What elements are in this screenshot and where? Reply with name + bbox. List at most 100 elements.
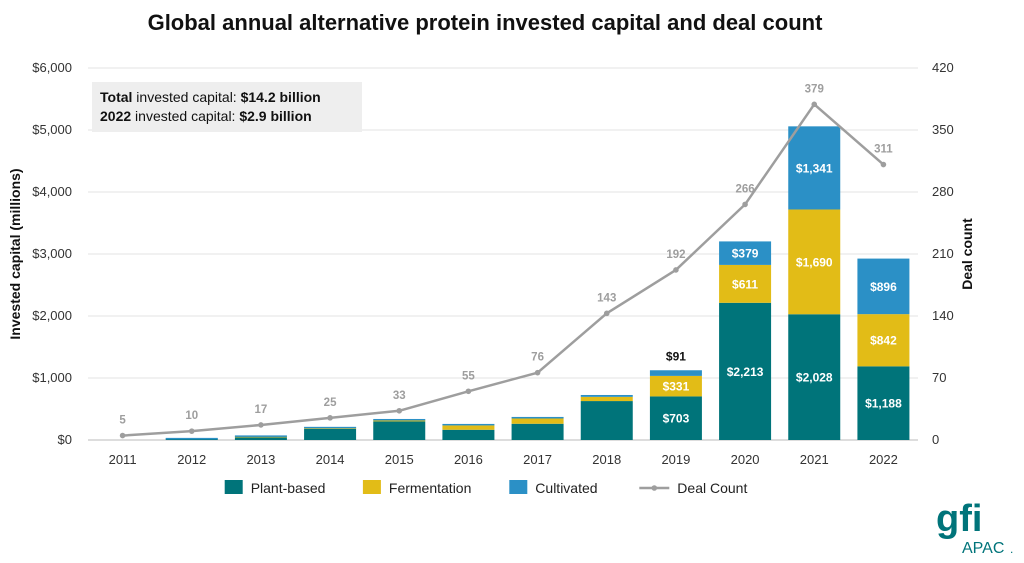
x-tick-label: 2019: [661, 452, 690, 467]
kpi-box: Total invested capital: $14.2 billion 20…: [92, 82, 362, 132]
x-tick-label: 2013: [246, 452, 275, 467]
deal-count-point: [327, 415, 333, 421]
bar-fermentation: [580, 396, 633, 402]
bar-plant-based: [304, 428, 357, 440]
y-tick-label: $2,000: [32, 308, 72, 323]
x-tick-label: 2011: [109, 452, 137, 467]
bar-plant-based: [580, 401, 633, 440]
bar-fermentation: [719, 264, 772, 303]
x-tick-label: 2021: [800, 452, 829, 467]
x-tick-label: 2017: [523, 452, 552, 467]
deal-count-point: [465, 388, 472, 395]
bar-cultivated: [511, 416, 564, 419]
deal-count-point: [119, 432, 126, 439]
total-value: $14.2 billion: [240, 89, 321, 105]
bar-data-label: $379: [732, 247, 759, 261]
deal-count-point: [188, 428, 195, 434]
deal-count-point: [603, 310, 610, 317]
chart-title: Global annual alternative protein invest…: [147, 10, 823, 35]
bar-cultivated: [234, 435, 287, 437]
bar-plant-based: [511, 423, 564, 440]
y2-tick-label: 70: [932, 370, 946, 385]
y-tick-label: $5,000: [32, 122, 72, 137]
y2-tick-label: 280: [932, 184, 954, 199]
total-label: invested capital:: [132, 89, 241, 105]
x-tick-label: 2012: [177, 452, 206, 467]
bar-callout-label: $91: [666, 349, 686, 363]
deal-count-point: [673, 267, 679, 273]
legend-swatch: [509, 480, 528, 494]
bar-data-label: $331: [663, 380, 690, 394]
bar-data-label: $1,690: [796, 255, 833, 269]
legend-line-marker: [651, 485, 658, 491]
deal-count-label: 5: [119, 415, 126, 427]
deal-count-point: [396, 407, 403, 414]
bar-plant-based: [442, 429, 495, 440]
deal-count-point: [258, 422, 264, 428]
bar-plant-based: [719, 302, 772, 440]
deal-count-label: 10: [185, 410, 198, 422]
bar-cultivated: [373, 418, 426, 421]
y-axis-title: Invested capital (millions): [7, 168, 23, 339]
year-label: invested capital:: [131, 108, 240, 124]
bar-fermentation: [649, 375, 702, 397]
bar-data-label: $611: [732, 277, 758, 291]
y2-tick-label: 140: [932, 308, 954, 323]
deal-count-label: 76: [531, 352, 544, 364]
bar-fermentation: [788, 209, 841, 315]
y2-tick-label: 210: [932, 246, 954, 261]
gfi-apac-logo: gfi APAC .: [930, 495, 1020, 557]
bar-data-label: $1,188: [865, 397, 902, 411]
y-tick-label: $4,000: [32, 184, 72, 199]
legend-label: Cultivated: [535, 480, 597, 496]
total-prefix: Total: [100, 89, 133, 105]
deal-count-label: 266: [735, 183, 754, 195]
bar-data-label: $703: [663, 412, 690, 426]
bar-data-label: $842: [870, 334, 897, 348]
bar-plant-based: [857, 366, 910, 440]
x-tick-label: 2022: [869, 452, 898, 467]
deal-count-label: 33: [393, 390, 406, 402]
bar-cultivated: [580, 394, 633, 397]
deal-count-point: [742, 201, 748, 208]
bar-plant-based: [234, 437, 287, 440]
deal-count-label: 192: [666, 249, 685, 261]
total-capital-line: Total invested capital: $14.2 billion: [100, 89, 321, 105]
bar-data-label: $1,341: [796, 161, 833, 175]
bar-cultivated: [165, 437, 218, 440]
bar-data-label: $2,213: [727, 365, 764, 379]
year-prefix: 2022: [100, 108, 132, 124]
legend-label: Deal Count: [677, 480, 747, 496]
deal-count-line: [122, 103, 885, 437]
x-tick-label: 2015: [385, 452, 414, 467]
bar-cultivated: [788, 126, 841, 210]
bar-fermentation: [373, 419, 426, 422]
bar-cultivated: [719, 241, 772, 265]
bar-fermentation: [511, 418, 564, 424]
y-tick-label: $0: [58, 432, 72, 447]
deal-count-label: 55: [462, 370, 475, 382]
bar-fermentation: [857, 314, 910, 367]
y2-tick-label: 420: [932, 60, 954, 75]
bar-cultivated: [857, 258, 910, 315]
bar-plant-based: [649, 396, 702, 440]
deal-count-point: [880, 161, 887, 168]
bar-plant-based: [788, 314, 841, 440]
bar-data-label: $896: [870, 280, 897, 294]
deal-count-point: [811, 101, 818, 108]
y-tick-label: $6,000: [32, 60, 72, 75]
bar-fermentation: [442, 425, 495, 430]
bar-cultivated: [649, 370, 702, 376]
deal-count-label: 143: [597, 292, 616, 304]
x-tick-label: 2014: [316, 452, 345, 467]
legend-swatch: [224, 480, 243, 494]
year-value: $2.9 billion: [239, 108, 312, 124]
year-capital-line: 2022 invested capital: $2.9 billion: [100, 108, 312, 124]
deal-count-label: 379: [805, 83, 824, 95]
deal-count-label: 17: [255, 404, 268, 416]
legend-label: Plant-based: [251, 480, 326, 496]
bar-data-label: $2,028: [796, 371, 833, 385]
x-tick-label: 2016: [454, 452, 483, 467]
y2-tick-label: 0: [932, 432, 939, 447]
